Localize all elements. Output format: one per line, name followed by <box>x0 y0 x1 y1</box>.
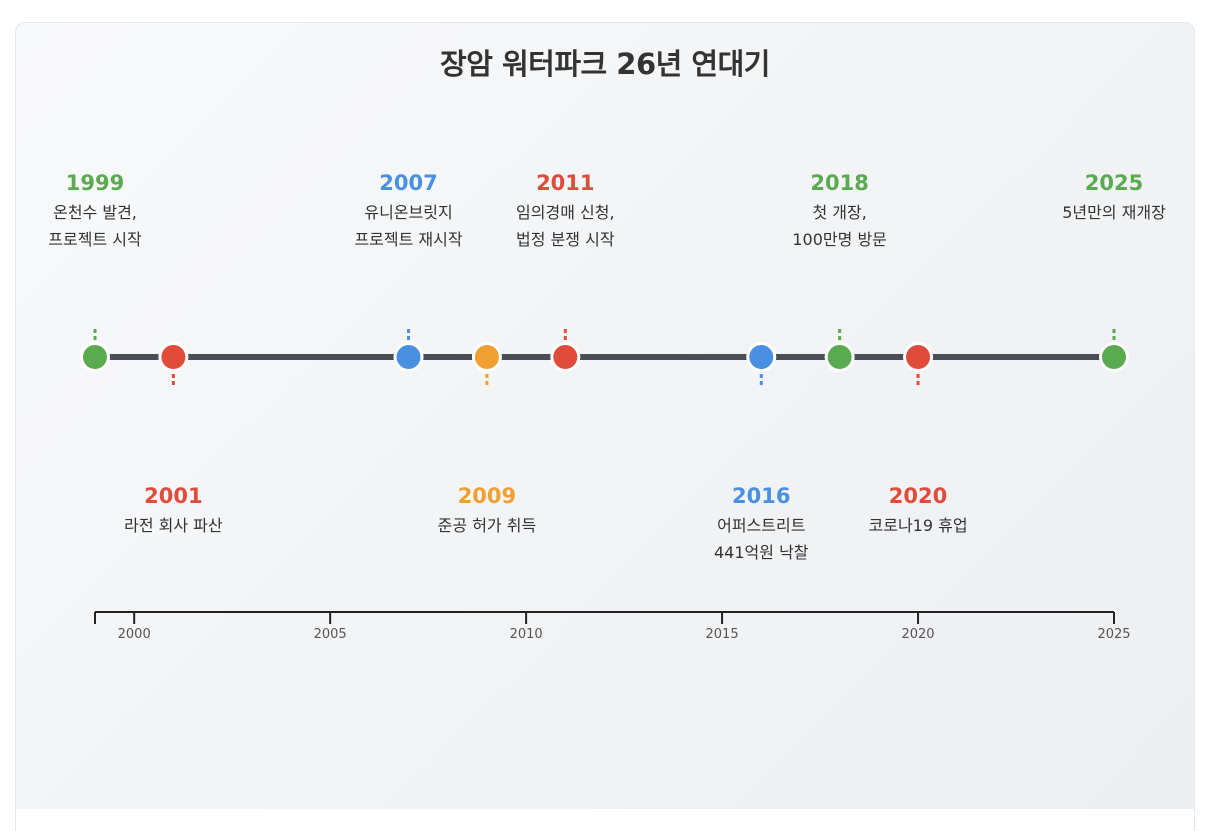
event-year: 1999 <box>65 171 125 195</box>
event-year: 2011 <box>536 171 595 195</box>
event-description-line: 라전 회사 파산 <box>124 516 223 535</box>
event-description: 어퍼스트리트 441억원 낙찰 <box>651 512 871 566</box>
event-description: 5년만의 재개장 <box>1004 199 1194 226</box>
event-marker <box>906 345 931 369</box>
timeline-card: 장암 워터파크 26년 연대기 1999 온천수 발견, 프로젝트 시작 2001 라전… <box>15 22 1195 831</box>
event-description-line: 유니온브릿지 <box>364 203 453 222</box>
event-year: 2001 <box>144 484 203 508</box>
event-year: 2007 <box>379 171 438 195</box>
timeline-svg <box>80 329 1129 624</box>
event-description-line: 어퍼스트리트 <box>717 516 806 535</box>
event-year: 2018 <box>810 171 869 195</box>
event-description-line: 프로젝트 재시작 <box>354 230 463 249</box>
event-description: 첫 개장, 100만명 방문 <box>730 199 950 253</box>
event-marker <box>1102 345 1126 369</box>
event-description-line: 441억원 낙찰 <box>714 543 809 562</box>
event-description-line: 5년만의 재개장 <box>1062 203 1166 222</box>
event-marker <box>396 345 421 369</box>
card-footer <box>16 809 1194 831</box>
event-marker <box>553 345 578 369</box>
event-marker <box>83 345 107 369</box>
event-description: 온천수 발견, 프로젝트 시작 <box>16 199 205 253</box>
axis-tick-label: 2015 <box>705 627 739 642</box>
event-description-line: 첫 개장, <box>812 203 867 222</box>
axis-tick-label: 2000 <box>117 627 151 642</box>
event-description: 코로나19 휴업 <box>808 512 1028 539</box>
event-marker <box>474 345 499 369</box>
event-description-line: 코로나19 휴업 <box>868 516 968 535</box>
axis-tick-label: 2020 <box>901 627 935 642</box>
event-year: 2009 <box>457 484 517 508</box>
event-description: 라전 회사 파산 <box>63 512 283 539</box>
event-description: 임의경매 신청, 법정 분쟁 시작 <box>455 199 675 253</box>
event-description-line: 100만명 방문 <box>792 230 887 249</box>
event-description-line: 준공 허가 취득 <box>437 516 537 535</box>
axis-tick-label: 2025 <box>1097 627 1131 642</box>
axis-tick-label: 2010 <box>509 627 543 642</box>
event-marker <box>161 345 186 369</box>
event-marker <box>749 345 774 369</box>
event-description-line: 법정 분쟁 시작 <box>516 230 615 249</box>
event-year: 2025 <box>1084 171 1144 195</box>
event-description: 준공 허가 취득 <box>377 512 597 539</box>
event-marker <box>827 345 852 369</box>
event-description-line: 온천수 발견, <box>53 203 137 222</box>
event-description-line: 임의경매 신청, <box>516 203 615 222</box>
event-description-line: 프로젝트 시작 <box>48 230 142 249</box>
event-year: 2020 <box>888 484 948 508</box>
event-year: 2016 <box>732 484 791 508</box>
timeline-title: 장암 워터파크 26년 연대기 <box>440 47 770 81</box>
axis-tick-label: 2005 <box>313 627 347 642</box>
